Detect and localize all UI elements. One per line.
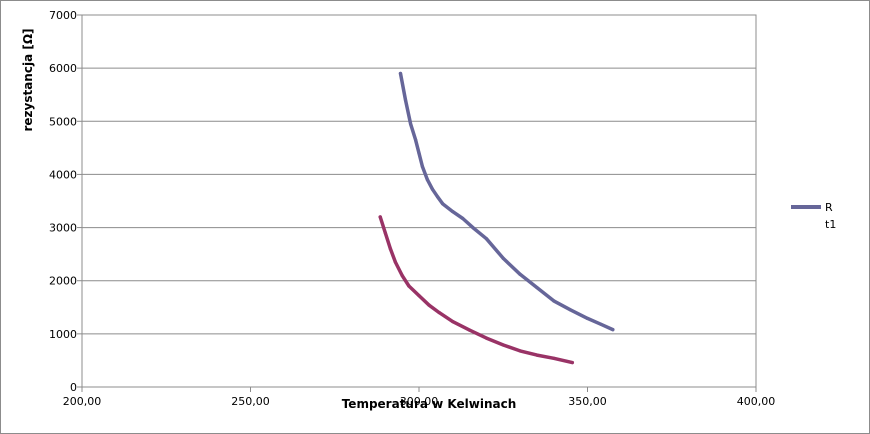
data-point [398, 71, 403, 76]
data-point [535, 353, 539, 357]
y-tick-label: 5000 [49, 115, 77, 128]
data-point [518, 349, 522, 353]
data-point [599, 322, 603, 326]
data-point [425, 178, 430, 182]
data-point [414, 138, 418, 142]
x-tick-label: 300,00 [400, 395, 439, 408]
legend: R t1 [791, 201, 836, 231]
data-point [535, 286, 539, 290]
data-point [451, 210, 455, 214]
data-point [407, 284, 411, 288]
y-tick-label: 6000 [49, 62, 77, 75]
data-point [393, 260, 398, 264]
x-axis-title: Temperatura w Kelwinach [342, 397, 517, 411]
data-point [440, 202, 445, 206]
data-point [378, 215, 382, 219]
data-point [501, 343, 505, 347]
x-axis-ticks: 200,00 250,00 300,00 350,00 400,00 [63, 387, 776, 408]
data-point [417, 151, 421, 155]
data-point [484, 336, 488, 340]
y-axis-title: rezystancja [Ω] [21, 28, 35, 131]
data-point [501, 256, 505, 260]
data-point [420, 164, 424, 169]
data-point [461, 216, 465, 221]
data-point [383, 231, 387, 235]
data-point [417, 293, 421, 298]
x-tick-label: 250,00 [231, 395, 270, 408]
series-line-2 [378, 215, 575, 365]
data-point [437, 311, 441, 315]
data-point [400, 273, 404, 277]
data-point [471, 225, 475, 230]
y-tick-label: 0 [70, 381, 77, 394]
y-tick-label: 3000 [49, 222, 77, 235]
series-layer [378, 71, 615, 365]
x-tick-label: 200,00 [63, 395, 102, 408]
y-axis-ticks: 0 1000 2000 3000 4000 5000 6000 7000 [49, 9, 82, 394]
data-point [569, 308, 573, 312]
data-point [403, 98, 408, 102]
x-tick-label: 350,00 [568, 395, 607, 408]
data-point [427, 303, 431, 307]
data-point [451, 320, 455, 324]
legend-label-line1: R [825, 201, 833, 214]
y-tick-label: 1000 [49, 328, 77, 341]
data-point [430, 187, 435, 191]
data-point [435, 195, 440, 199]
data-point [484, 237, 488, 241]
gridlines [82, 14, 756, 388]
data-point [518, 272, 522, 276]
plot-area-border [81, 14, 757, 388]
legend-label-line2: t1 [825, 218, 836, 231]
data-point [585, 316, 590, 321]
y-tick-label: 2000 [49, 275, 77, 288]
data-point [552, 356, 556, 360]
data-point [570, 360, 574, 365]
data-point [611, 328, 615, 332]
data-point [552, 299, 556, 303]
y-tick-label: 7000 [49, 9, 77, 22]
data-point [467, 328, 472, 332]
series-line-1 [398, 71, 615, 332]
y-tick-label: 4000 [49, 168, 77, 181]
data-point [388, 247, 392, 251]
x-tick-label: 400,00 [737, 395, 776, 408]
data-point [408, 122, 413, 126]
